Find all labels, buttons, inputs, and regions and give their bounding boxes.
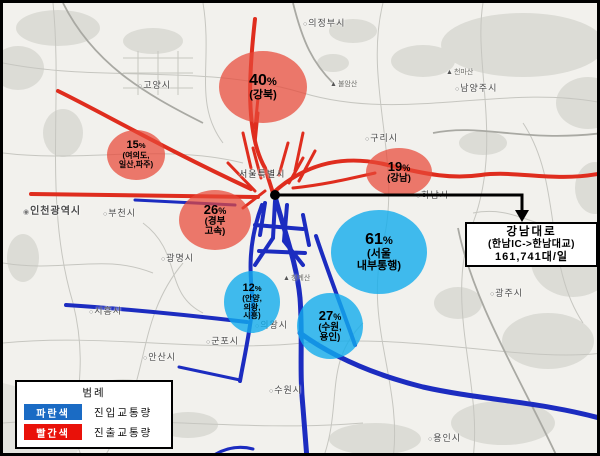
traffic-circle-caption: 의왕, <box>243 302 261 312</box>
traffic-circle-caption: 시흥) <box>243 311 261 321</box>
city-marker-icon: ○ <box>206 339 211 346</box>
legend-blue-swatch: 파란색 <box>24 404 82 420</box>
map-labels: ○의정부시 ○고양시 ○남양주시 ○구리시 ◉인천광역시 ○부천시 ○광명시 ○… <box>3 3 597 453</box>
legend-outbound-label: 진출교통량 <box>94 426 153 439</box>
mountain-label-cheonmasan: ▲천마산 <box>446 69 474 76</box>
traffic-percentage: 27% <box>318 307 342 323</box>
traffic-circle-gangbuk: 40% (강북) <box>219 51 307 123</box>
city-marker-icon: ○ <box>455 86 460 93</box>
city-label-gwangmyeong: ○광명시 <box>161 253 195 263</box>
traffic-circle-gyeongbu-expressway: 26% (경부 고속) <box>179 190 251 250</box>
mountain-icon: ▲ <box>446 69 453 76</box>
city-label-suwon: ○수원시 <box>269 385 303 395</box>
city-label-gwangju: ○광주시 <box>490 288 524 298</box>
traffic-share-circles: 40% (강북) 15% (여의도, 일산,파주) 26% (경부 고속) 19… <box>3 3 597 453</box>
legend-row-outbound: 빨간색 진출교통량 <box>24 424 164 440</box>
traffic-percentage: 26% <box>203 201 227 217</box>
city-label-goyang: ○고양시 <box>138 80 172 90</box>
city-label-ansan: ○안산시 <box>143 352 177 362</box>
legend: 범례 파란색 진입교통량 빨간색 진출교통량 <box>15 380 173 449</box>
traffic-circle-caption: (여의도, <box>122 151 150 161</box>
city-label-incheon: ◉인천광역시 <box>23 206 82 217</box>
traffic-percentage: 40% <box>249 72 277 90</box>
city-marker-icon: ○ <box>303 21 308 28</box>
traffic-circle-caption: 일산,파주) <box>118 159 154 169</box>
traffic-circle-caption: 용인) <box>319 332 341 344</box>
city-marker-icon: ◉ <box>23 209 30 216</box>
road-network-map <box>3 3 597 453</box>
city-marker-icon: ○ <box>269 388 274 395</box>
city-label-siheung: ○시흥시 <box>89 306 123 316</box>
city-marker-icon: ○ <box>103 211 108 218</box>
city-marker-icon: ○ <box>143 355 148 362</box>
city-label-namyangju: ○남양주시 <box>455 83 498 93</box>
legend-title: 범례 <box>82 387 106 399</box>
traffic-circle-caption: 고속) <box>204 226 226 238</box>
city-marker-icon: ○ <box>138 83 143 90</box>
traffic-percentage: 61% <box>365 231 393 249</box>
traffic-circle-caption: (서울 <box>367 247 391 260</box>
traffic-circle-caption: (강남) <box>387 172 411 184</box>
city-label-bucheon: ○부천시 <box>103 208 137 218</box>
city-label-gunpo: ○군포시 <box>206 336 240 346</box>
city-label-yongin: ○용인시 <box>428 433 462 443</box>
mountain-icon: ▲ <box>283 275 290 282</box>
city-marker-icon: ○ <box>89 309 94 316</box>
traffic-percentage: 15% <box>126 139 146 152</box>
traffic-circle-seoul-internal: 61% (서울 내부통행) <box>331 210 427 294</box>
legend-inbound-label: 진입교통량 <box>94 406 153 419</box>
legend-row-inbound: 파란색 진입교통량 <box>24 404 164 420</box>
traffic-circle-suwon-yongin: 27% (수원, 용인) <box>297 293 363 359</box>
callout-road-name: 강남대로 <box>506 225 557 238</box>
city-marker-icon: ○ <box>428 436 433 443</box>
terrain-patches <box>3 10 597 453</box>
mountain-label-bulamsan: ▲불암산 <box>330 81 358 88</box>
traffic-circle-caption: (경부 <box>204 215 226 227</box>
gangnam-daero-callout: 강남대로 (한남IC->한남대교) 161,741대/일 <box>465 222 597 267</box>
traffic-circle-gangnam: 19% (강남) <box>366 148 432 196</box>
traffic-circle-caption: (강북) <box>249 88 277 101</box>
city-label-uijeongbu: ○의정부시 <box>303 18 346 28</box>
traffic-circle-caption: 내부통행) <box>356 259 402 272</box>
legend-red-swatch: 빨간색 <box>24 424 82 440</box>
city-marker-icon: ○ <box>490 291 495 298</box>
city-label-guri: ○구리시 <box>365 133 399 143</box>
traffic-circle-yeouido-ilsan-paju: 15% (여의도, 일산,파주) <box>107 130 165 180</box>
city-label-seoul: 서울특별시 <box>239 169 286 179</box>
traffic-percentage: 12% <box>242 282 262 295</box>
callout-section: (한남IC->한남대교) <box>487 239 576 251</box>
mountain-icon: ▲ <box>330 81 337 88</box>
traffic-circle-anyang-uiwang-siheung: 12% (안양, 의왕, 시흥) <box>224 271 280 333</box>
traffic-circle-caption: (수원, <box>318 321 342 333</box>
traffic-circle-caption: (안양, <box>242 294 262 303</box>
city-marker-icon: ○ <box>161 256 166 263</box>
traffic-percentage: 19% <box>387 158 411 174</box>
city-marker-icon: ○ <box>365 136 370 143</box>
mountain-label-cheonggyesan: ▲청계산 <box>283 275 311 282</box>
callout-volume: 161,741대/일 <box>494 250 569 263</box>
